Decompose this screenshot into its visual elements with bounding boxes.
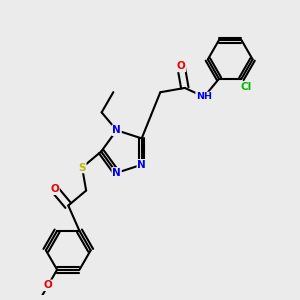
- Text: N: N: [137, 160, 146, 170]
- Text: O: O: [177, 61, 185, 71]
- Text: S: S: [78, 163, 86, 172]
- Text: O: O: [44, 280, 52, 290]
- Text: O: O: [50, 184, 59, 194]
- Text: N: N: [112, 125, 121, 135]
- Text: N: N: [112, 168, 121, 178]
- Text: NH: NH: [196, 92, 212, 101]
- Text: Cl: Cl: [241, 82, 252, 92]
